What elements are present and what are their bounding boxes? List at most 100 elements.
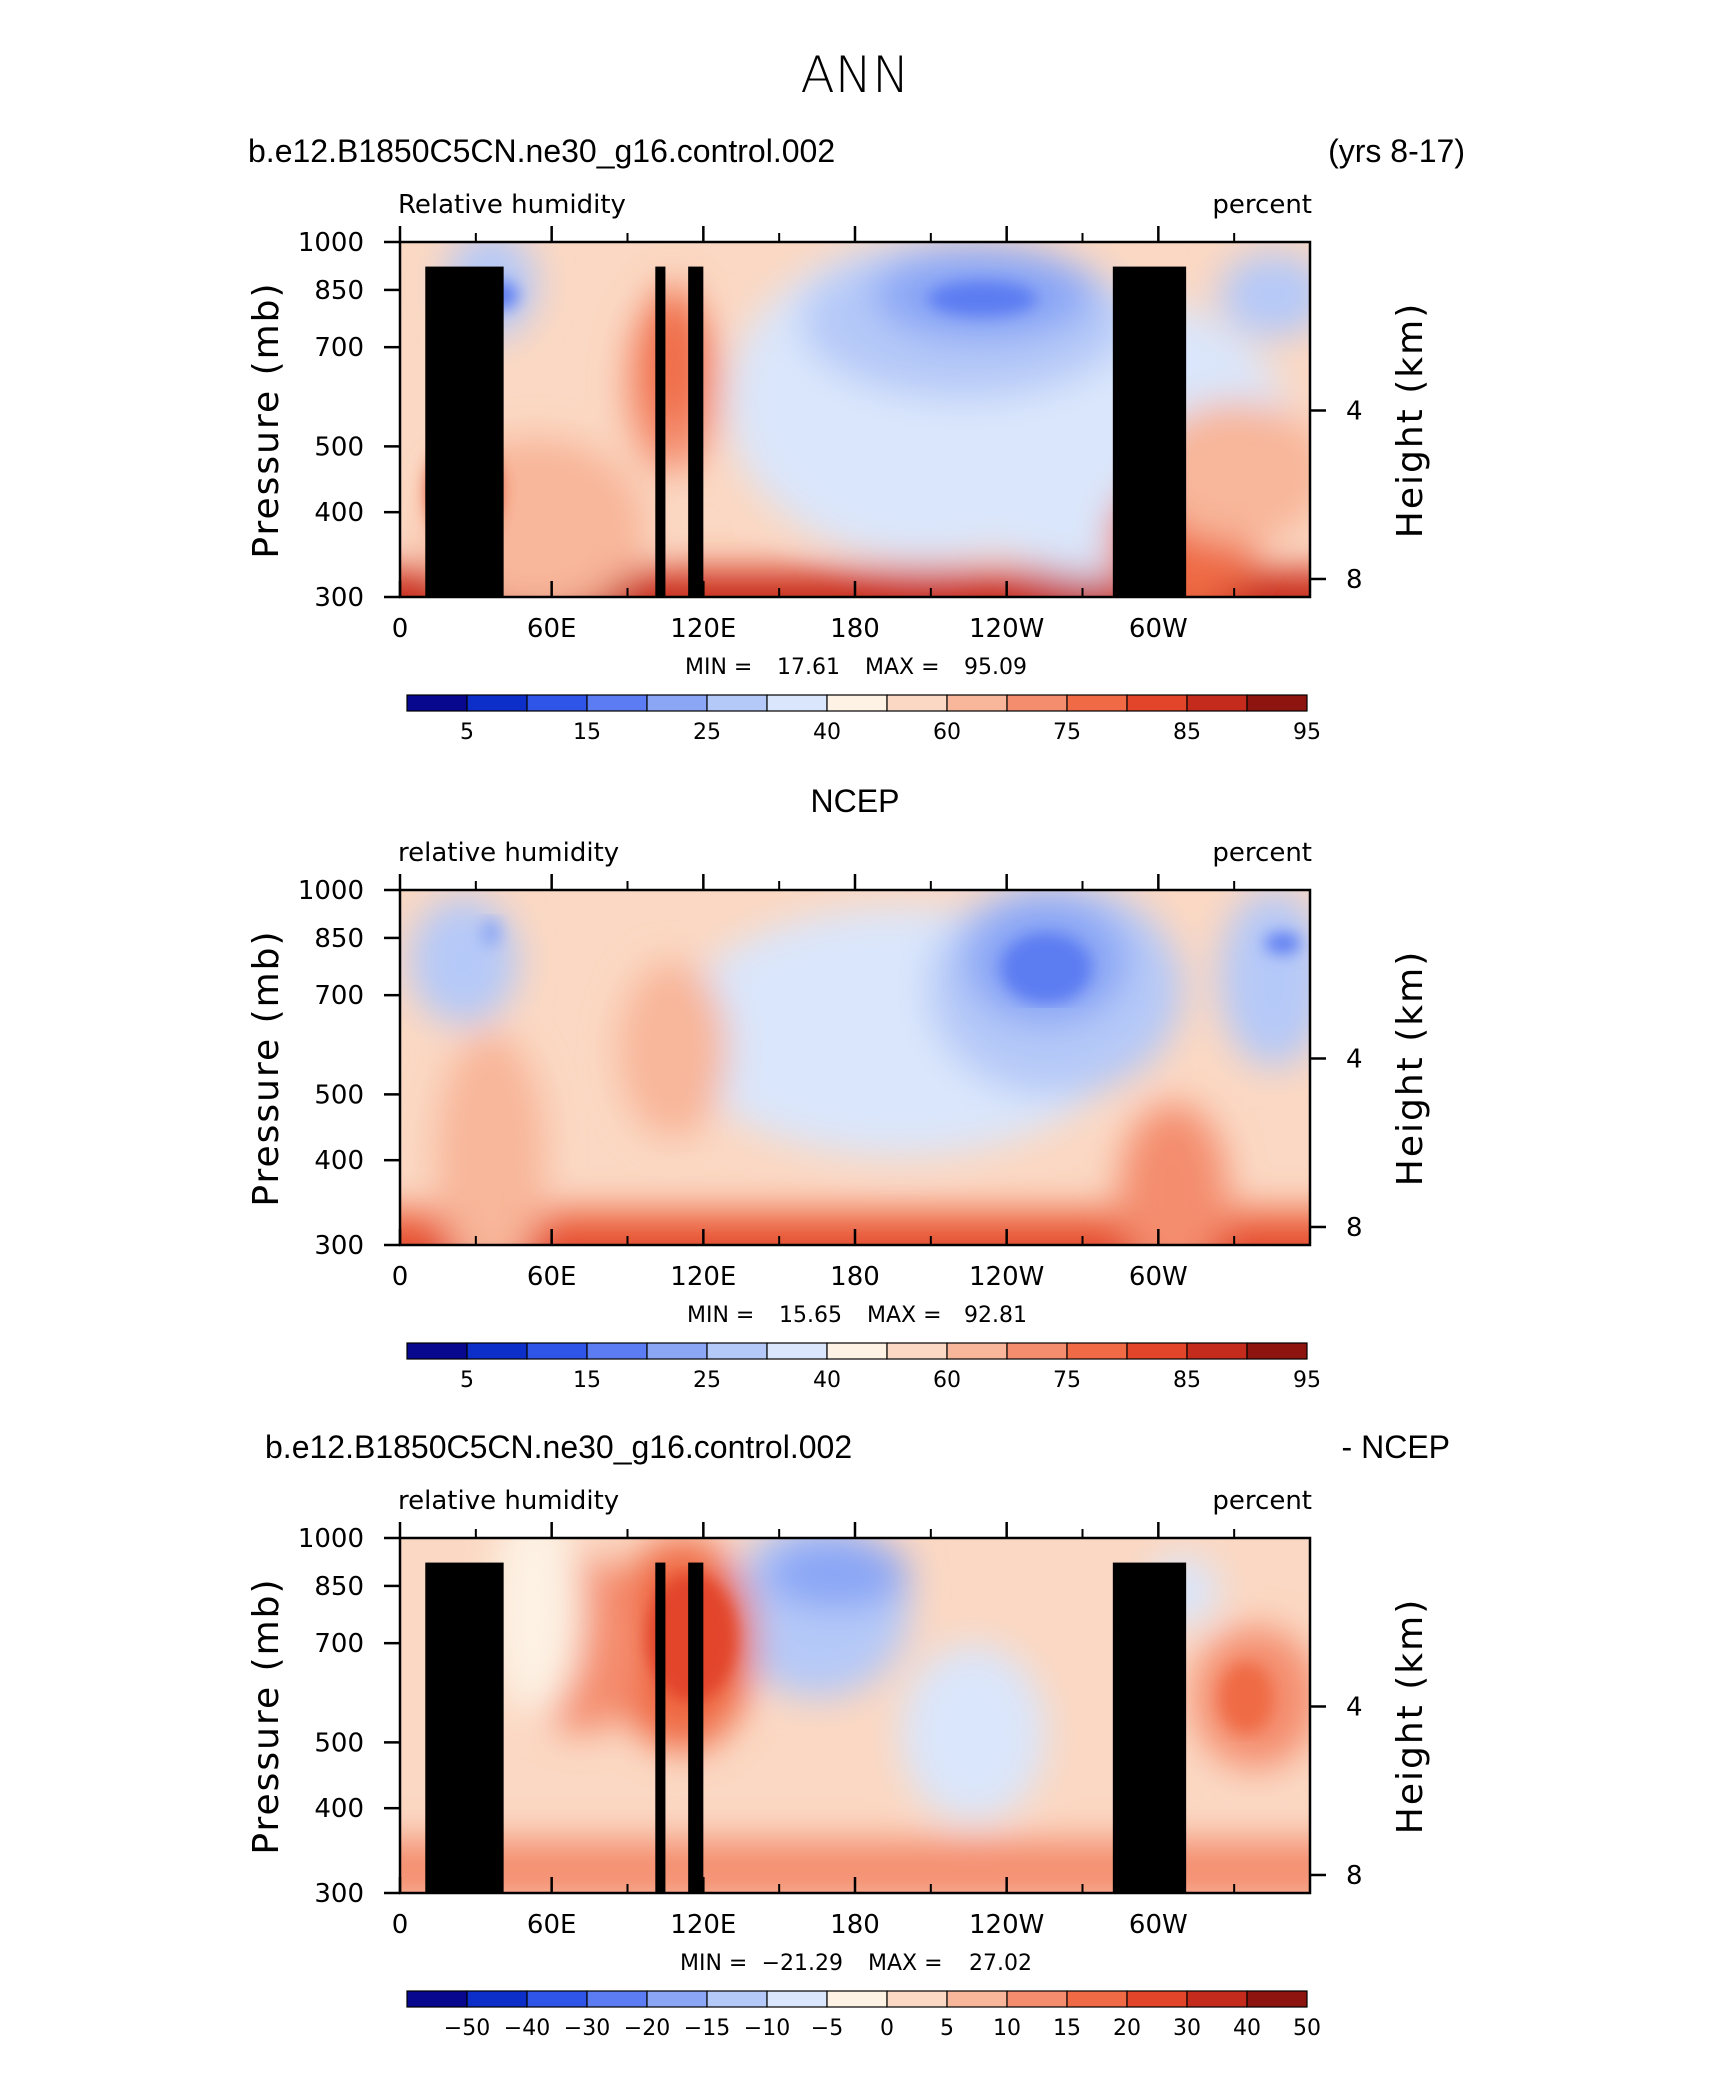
- y-axis-label-left: Pressure (mb): [246, 281, 287, 558]
- x-tick-label: 180: [830, 614, 880, 644]
- units-label: percent: [1212, 190, 1312, 220]
- colorbar-swatch: [706, 694, 768, 712]
- max-label: MAX =: [867, 1303, 942, 1328]
- colorbar: 5 15 25 40 60 75 85 95: [406, 1342, 1321, 1393]
- colorbar-label: 30: [1173, 2016, 1201, 2041]
- y-tick-label: 1000: [298, 228, 364, 258]
- contour-region: [436, 1032, 546, 1245]
- panel-ncep: NCEP relative humidity percent 0 60E 120E 1…: [246, 783, 1431, 1393]
- height-tick-label: 8: [1346, 1861, 1363, 1891]
- colorbar-label: 75: [1053, 1368, 1081, 1393]
- mask-block: [465, 288, 497, 597]
- plot-frame: 0 60E 120E 180 120W 60W 300 400 500 700 850 1000 8 4: [298, 1522, 1363, 1940]
- colorbar-swatch: [1126, 1342, 1188, 1360]
- colorbar-swatch: [706, 1990, 768, 2008]
- max-value: 92.81: [964, 1303, 1027, 1328]
- max-label: MAX =: [865, 655, 940, 680]
- colorbar-swatch: [406, 1342, 468, 1360]
- min-value: 17.61: [777, 655, 840, 680]
- colorbar-swatch: [466, 1990, 528, 2008]
- x-tick-label: 60E: [527, 614, 577, 644]
- contour-region: [1219, 890, 1310, 1068]
- y-axis-label-left: Pressure (mb): [246, 929, 287, 1206]
- colorbar-label: 85: [1173, 720, 1201, 745]
- colorbar-label: 15: [1053, 2016, 1081, 2041]
- panel-header-center: NCEP: [811, 783, 900, 819]
- contour-region: [491, 1538, 582, 1716]
- colorbar-swatch: [586, 1342, 648, 1360]
- colorbar-swatch: [406, 694, 468, 712]
- colorbar: −50 −40 −30 −20 −15 −10 −5 0 5 10 15 20 30 40 50: [406, 1990, 1321, 2041]
- colorbar-label: 60: [933, 720, 961, 745]
- y-tick-label: 500: [314, 1080, 364, 1110]
- colorbar-swatch: [406, 1990, 468, 2008]
- colorbar-label: 0: [880, 2016, 894, 2041]
- panel-model: b.e12.B1850C5CN.ne30_g16.control.002 (yr…: [246, 133, 1465, 745]
- colorbar-swatch: [1066, 1990, 1128, 2008]
- x-tick-label: 180: [830, 1262, 880, 1292]
- panel-header-left: b.e12.B1850C5CN.ne30_g16.control.002: [248, 133, 835, 169]
- plot-frame: 0 60E 120E 180 120W 60W 300 400 500 700 850 1000 8 4: [298, 226, 1363, 644]
- units-label: percent: [1212, 1486, 1312, 1516]
- colorbar-swatch: [1246, 1990, 1308, 2008]
- x-tick-label: 120W: [969, 1910, 1044, 1940]
- colorbar-swatch: [1246, 1342, 1308, 1360]
- contour-field: [400, 242, 1310, 597]
- x-tick-label: 120E: [670, 1262, 736, 1292]
- colorbar-swatch: [1246, 694, 1308, 712]
- units-label: percent: [1212, 838, 1312, 868]
- y-tick-label: 400: [314, 1794, 364, 1824]
- colorbar-swatch: [766, 1990, 828, 2008]
- panel-difference: b.e12.B1850C5CN.ne30_g16.control.002 - N…: [246, 1429, 1450, 2041]
- panel-header-right: (yrs 8-17): [1328, 133, 1465, 169]
- colorbar-swatch: [646, 694, 708, 712]
- y-tick-label: 850: [314, 276, 364, 306]
- colorbar-swatch: [586, 1990, 648, 2008]
- x-tick-label: 0: [392, 1910, 409, 1940]
- contour-region: [618, 961, 728, 1139]
- min-label: MIN =: [687, 1303, 754, 1328]
- colorbar-swatch: [1186, 1342, 1248, 1360]
- colorbar-label: −20: [624, 2016, 670, 2041]
- x-tick-label: 60E: [527, 1910, 577, 1940]
- height-tick-label: 8: [1346, 1213, 1363, 1243]
- y-tick-label: 1000: [298, 876, 364, 906]
- colorbar-label: 40: [813, 720, 841, 745]
- colorbar-swatch: [766, 694, 828, 712]
- contour-region: [764, 1538, 910, 1609]
- colorbar-label: 5: [460, 1368, 474, 1393]
- y-axis-label-right: Height (km): [1390, 950, 1431, 1186]
- colorbar-label: −15: [684, 2016, 730, 2041]
- contour-core: [1000, 932, 1092, 1004]
- colorbar-label: −40: [504, 2016, 550, 2041]
- y-tick-label: 850: [314, 924, 364, 954]
- contour-core: [1264, 932, 1301, 954]
- y-tick-label: 400: [314, 498, 364, 528]
- topography-mask: [425, 1562, 1187, 1893]
- max-value: 27.02: [969, 1951, 1032, 1976]
- variable-label: relative humidity: [398, 1486, 619, 1516]
- colorbar-label: 25: [693, 1368, 721, 1393]
- colorbar-swatch: [1006, 1990, 1068, 2008]
- min-value: −21.29: [762, 1951, 843, 1976]
- y-tick-label: 700: [314, 1629, 364, 1659]
- colorbar-label: −30: [564, 2016, 610, 2041]
- height-tick-label: 8: [1346, 565, 1363, 595]
- colorbar-swatch: [1186, 1990, 1248, 2008]
- colorbar-swatch: [526, 1990, 588, 2008]
- panel-header-left: b.e12.B1850C5CN.ne30_g16.control.002: [265, 1429, 852, 1465]
- height-tick-label: 4: [1346, 396, 1363, 426]
- colorbar-swatch: [826, 1990, 888, 2008]
- plot-frame: 0 60E 120E 180 120W 60W 300 400 500 700 850 1000 8 4: [298, 874, 1363, 1292]
- colorbar-swatch: [1126, 1990, 1188, 2008]
- contour-field: [400, 1538, 1310, 1893]
- colorbar-swatch: [1186, 694, 1248, 712]
- min-max-stats: MIN = 15.65 MAX = 92.81: [687, 1303, 1027, 1328]
- x-tick-label: 60W: [1129, 1910, 1188, 1940]
- contour-region: [900, 1644, 1047, 1822]
- min-value: 15.65: [779, 1303, 842, 1328]
- x-tick-label: 60W: [1129, 1262, 1188, 1292]
- height-tick-label: 4: [1346, 1044, 1363, 1074]
- y-tick-label: 700: [314, 981, 364, 1011]
